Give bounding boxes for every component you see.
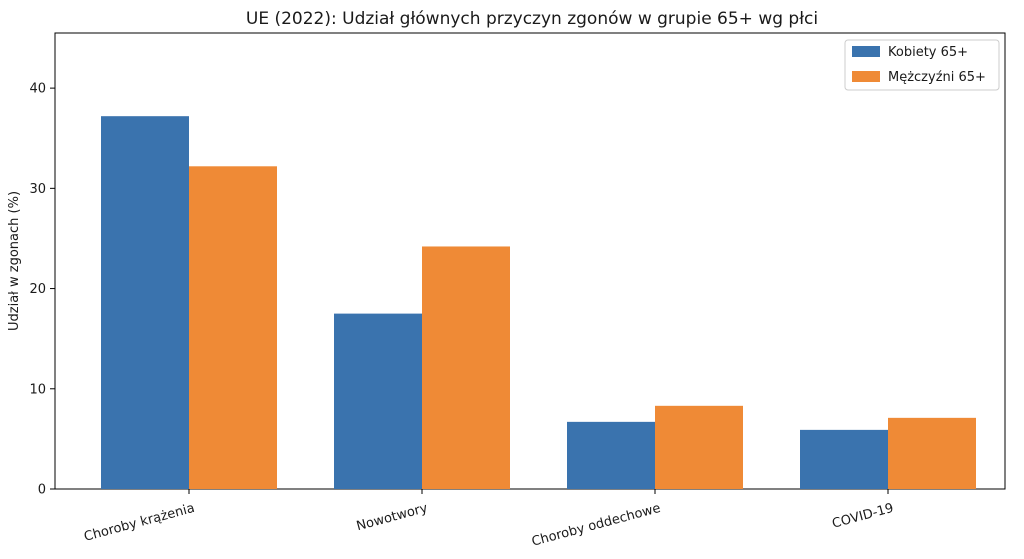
y-tick-label: 30 <box>29 182 46 197</box>
bars-layer <box>101 116 976 490</box>
legend-frame <box>844 39 1000 91</box>
bar-kobiety-2 <box>567 421 655 489</box>
bar-mezczyzni-3 <box>888 417 976 489</box>
x-tick-label: Nowotwory <box>355 501 430 534</box>
bar-kobiety-3 <box>800 429 888 489</box>
legend: Kobiety 65+ Mężczyźni 65+ <box>844 39 1000 91</box>
bar-mezczyzni-1 <box>422 246 510 489</box>
y-tick-label: 40 <box>29 82 46 97</box>
y-tick-label: 20 <box>29 282 46 297</box>
legend-swatch-kobiety <box>852 46 880 57</box>
bar-mezczyzni-0 <box>189 166 277 490</box>
bar-kobiety-0 <box>101 116 189 489</box>
y-axis: 0 10 20 30 40 <box>29 82 55 498</box>
x-tick-label: Choroby krążenia <box>82 501 196 545</box>
y-tick-label: 10 <box>29 382 46 397</box>
chart-title: UE (2022): Udział głównych przyczyn zgon… <box>246 9 818 29</box>
bar-kobiety-1 <box>334 313 422 489</box>
legend-label-mezczyzni: Mężczyźni 65+ <box>888 70 986 85</box>
legend-label-kobiety: Kobiety 65+ <box>888 45 968 60</box>
x-axis: Choroby krążenia Nowotwory Choroby oddecho… <box>82 489 895 550</box>
x-tick-label: COVID-19 <box>831 501 896 532</box>
bar-mezczyzni-2 <box>655 405 743 489</box>
plot-area-frame <box>54 32 1006 490</box>
y-axis-label: Udział w zgonach (%) <box>7 191 22 331</box>
x-tick-label: Choroby oddechowe <box>530 501 662 550</box>
legend-swatch-mezczyzni <box>852 71 880 82</box>
y-tick-label: 0 <box>38 483 46 498</box>
